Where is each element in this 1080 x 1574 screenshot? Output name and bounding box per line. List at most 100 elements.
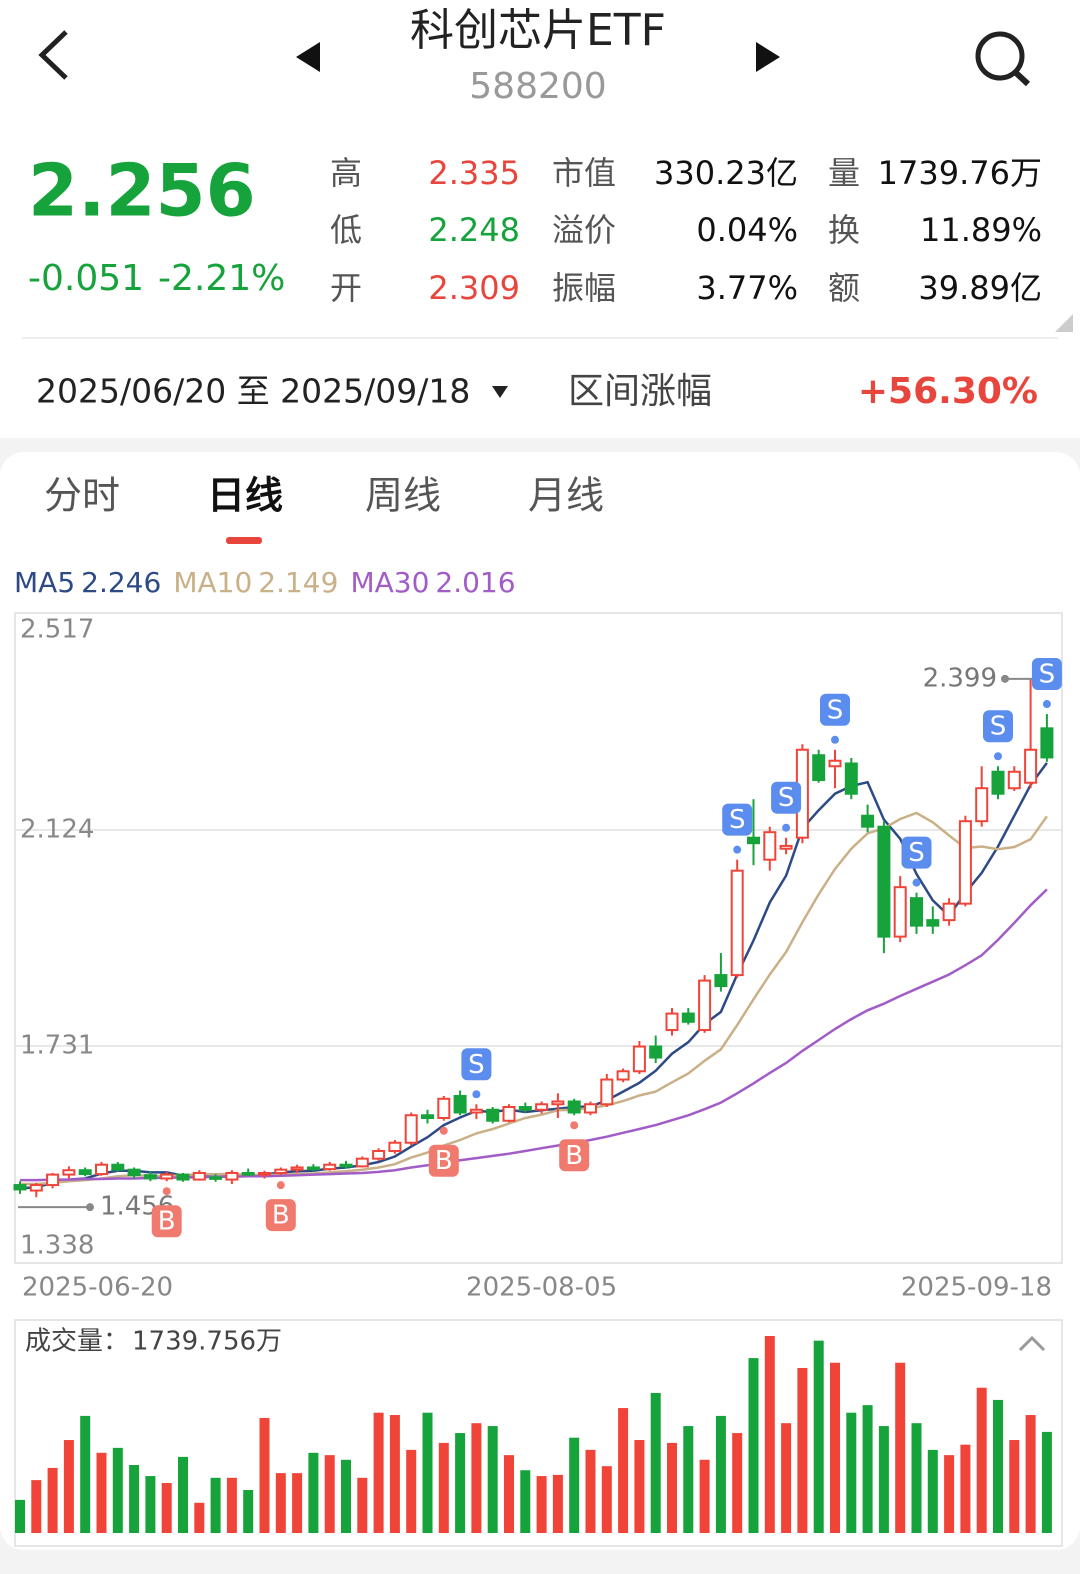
signal-label: S (827, 695, 844, 725)
candle-body (551, 1100, 565, 1106)
candle-body (910, 897, 923, 927)
change: -0.051 (28, 258, 144, 299)
tab[interactable]: 周线 (365, 474, 441, 518)
collapse-button[interactable] (1018, 1335, 1046, 1352)
candle-body (241, 1171, 255, 1176)
candle-body (747, 836, 760, 845)
volume-bar (145, 1476, 156, 1533)
candle-body (404, 1114, 418, 1144)
candle-body (649, 1045, 663, 1059)
signal-dot (1042, 700, 1051, 709)
candle-body (437, 1097, 451, 1119)
ma-line (19, 762, 1048, 1190)
volume-bar (1025, 1415, 1036, 1533)
candle-body (290, 1166, 304, 1171)
signal-dot (439, 1126, 448, 1135)
volume-bar (993, 1399, 1003, 1533)
candle-body (926, 919, 940, 927)
volume-bar (634, 1440, 645, 1533)
volume-bar (112, 1447, 123, 1533)
stat-label: 溢价 (552, 211, 616, 249)
volume-bar (699, 1459, 710, 1533)
candle-body (1024, 748, 1038, 784)
volume-bar (960, 1444, 971, 1533)
volume-bar (129, 1465, 140, 1533)
range-value: +56.30% (858, 371, 1038, 412)
candle-body (779, 844, 793, 850)
signal-label: B (158, 1207, 176, 1237)
candle-body (29, 1184, 43, 1192)
range-label: 区间涨幅 (568, 371, 712, 412)
candle-body (469, 1108, 483, 1114)
volume-bar (846, 1412, 857, 1533)
volume-bar (471, 1423, 482, 1533)
signal-label: S (778, 783, 795, 813)
signal-badge (820, 693, 850, 726)
stat-label: 低 (330, 211, 362, 249)
candle-body (323, 1163, 337, 1171)
candle-body (46, 1173, 60, 1187)
candle-body (714, 974, 728, 988)
candle-body (535, 1103, 549, 1111)
candle-body (486, 1108, 500, 1122)
volume-bar (357, 1477, 368, 1533)
legend-value: 2.246 (81, 566, 161, 599)
search-button[interactable] (975, 31, 1031, 87)
volume-bar (373, 1412, 384, 1533)
volume-bar (911, 1423, 922, 1533)
volume-bar (15, 1499, 25, 1533)
volume-bar (862, 1405, 873, 1533)
tab[interactable]: 日线 (207, 474, 283, 518)
signal-badge (265, 1199, 296, 1232)
back-button[interactable] (38, 30, 68, 80)
tab[interactable]: 分时 (44, 474, 120, 518)
signal-label: B (272, 1201, 290, 1231)
volume-bar (585, 1449, 596, 1533)
stat-label: 市值 (552, 154, 616, 192)
legend-value: 2.149 (258, 566, 338, 599)
candle-body (388, 1141, 402, 1152)
signal-label: S (1039, 660, 1056, 690)
candle-body (698, 979, 712, 1032)
range-dropdown[interactable] (492, 386, 508, 398)
candle-body (942, 902, 956, 922)
range-period[interactable]: 2025/06/20 至 2025/09/18 (36, 372, 470, 411)
candle-body (584, 1103, 597, 1114)
stat-value: 2.248 (428, 211, 520, 249)
candle-body (160, 1173, 174, 1180)
volume-bar (275, 1473, 286, 1533)
volume-bar (927, 1449, 938, 1533)
signal-badge (428, 1144, 459, 1177)
signal-dot (472, 1090, 481, 1099)
candle-body (828, 759, 842, 768)
candle-body (632, 1045, 646, 1073)
signal-badge (151, 1205, 182, 1238)
volume-bar (601, 1466, 612, 1533)
next-button[interactable] (756, 42, 780, 72)
candle-body (421, 1114, 434, 1120)
candle-body (372, 1149, 386, 1160)
signal-badge (1031, 658, 1062, 691)
signal-dot (912, 878, 921, 887)
stat-label: 高 (330, 154, 362, 192)
volume-title: 成交量： (25, 1327, 129, 1357)
volume-bar (552, 1474, 563, 1533)
candle-body (127, 1168, 141, 1177)
stat-value: 0.04% (696, 211, 798, 249)
volume-bar (944, 1455, 955, 1533)
prev-button[interactable] (296, 42, 320, 72)
volume-bar (1041, 1431, 1052, 1533)
candle-body (975, 787, 989, 823)
signal-badge (901, 836, 932, 869)
signal-label: S (908, 838, 925, 868)
tab[interactable]: 月线 (528, 474, 604, 518)
candle-body (225, 1171, 239, 1181)
stat-value: 3.77% (696, 269, 798, 307)
candle-body (1040, 727, 1054, 759)
candle-body (95, 1163, 108, 1176)
volume-bar (438, 1442, 449, 1533)
signal-label: S (990, 712, 1007, 742)
signal-badge (461, 1048, 492, 1081)
volume-bar (422, 1412, 433, 1533)
candle-body (306, 1166, 320, 1171)
